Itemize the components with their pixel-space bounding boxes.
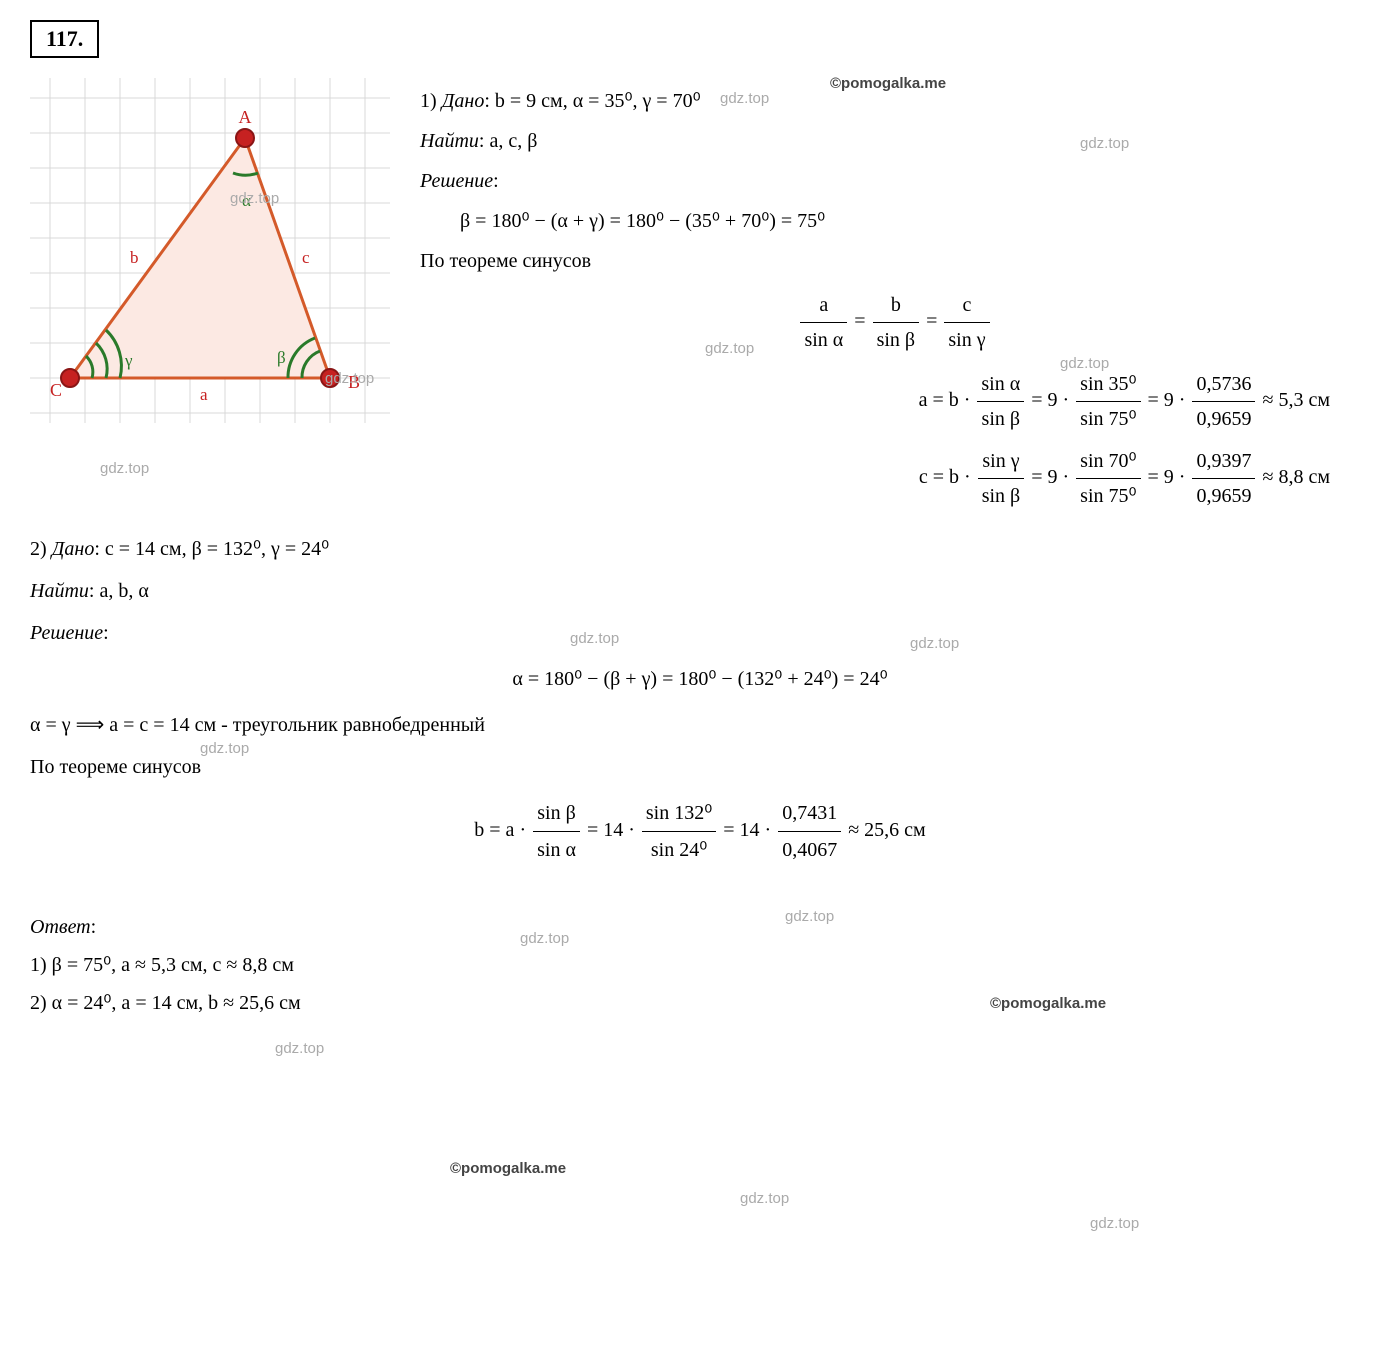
watermark-gdz: gdz.top	[740, 1190, 789, 1207]
svg-text:a: a	[200, 385, 208, 404]
answer-block: Ответ: 1) β = 75⁰, a ≈ 5,3 см, c ≈ 8,8 с…	[30, 908, 1370, 1022]
svg-text:c: c	[302, 248, 310, 267]
svg-text:β: β	[277, 348, 286, 367]
equation-a: a = b · sin αsin β = 9 · sin 35⁰sin 75⁰ …	[420, 367, 1370, 436]
watermark-copyright: ©pomogalka.me	[450, 1160, 566, 1177]
svg-text:b: b	[130, 248, 139, 267]
equation-c: c = b · sin γsin β = 9 · sin 70⁰sin 75⁰ …	[420, 444, 1370, 513]
triangle-diagram: A B C b c a α β γ	[30, 78, 390, 429]
svg-text:α: α	[242, 191, 251, 210]
part2-text: 2) Дано: c = 14 см, β = 132⁰, γ = 24⁰ На…	[30, 531, 1370, 868]
svg-text:A: A	[239, 107, 252, 127]
watermark-gdz: gdz.top	[275, 1040, 324, 1057]
equation-b: b = a · sin βsin α = 14 · sin 132⁰sin 24…	[30, 795, 1370, 868]
law-of-sines: asin α = bsin β = csin γ	[420, 288, 1370, 357]
svg-text:C: C	[50, 380, 62, 400]
svg-text:B: B	[348, 372, 360, 392]
watermark-gdz: gdz.top	[1090, 1215, 1139, 1232]
svg-text:γ: γ	[124, 351, 133, 370]
problem-number: 117.	[30, 20, 99, 58]
part1-text: 1) Дано: b = 9 см, α = 35⁰, γ = 70⁰ Найт…	[420, 78, 1370, 521]
